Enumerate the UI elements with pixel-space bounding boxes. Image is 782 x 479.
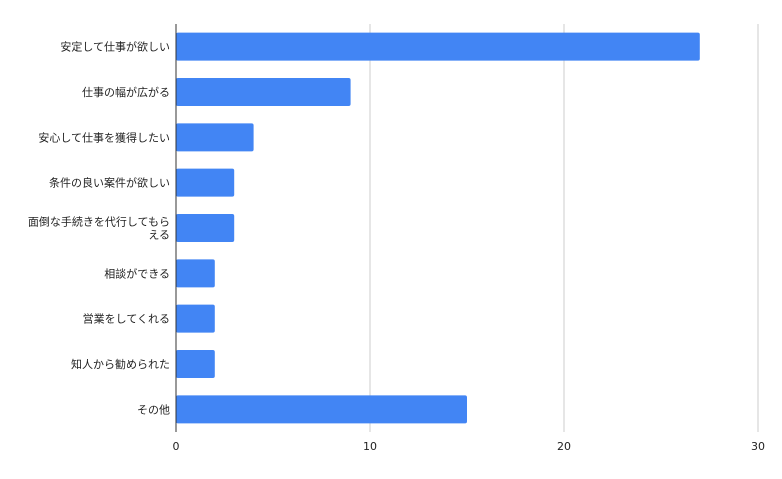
- gridlines: [369, 24, 759, 432]
- bar: [176, 168, 235, 197]
- category-label: 条件の良い案件が欲しい: [49, 176, 170, 190]
- bar: [176, 123, 254, 152]
- category-label: 安定して仕事が欲しい: [60, 40, 170, 54]
- x-tick-label: 0: [173, 440, 180, 453]
- bar: [176, 395, 467, 424]
- bar: [176, 214, 235, 242]
- category-label: 知人から勧められた: [71, 357, 170, 371]
- category-label: 仕事の幅が広がる: [82, 85, 170, 99]
- x-tick-labels: 0 10 20 30: [173, 440, 766, 453]
- bar: [176, 259, 215, 288]
- category-label: 安心して仕事を獲得したい: [38, 130, 170, 144]
- x-tick-label: 20: [557, 440, 571, 453]
- bar: [176, 350, 215, 378]
- bars: [176, 32, 700, 424]
- category-label: 相談ができる: [104, 266, 170, 280]
- bar: [176, 78, 351, 106]
- category-labels: 安定して仕事が欲しい仕事の幅が広がる安心して仕事を獲得したい条件の良い案件が欲し…: [28, 40, 170, 417]
- bar: [176, 304, 215, 333]
- category-label: 営業をしてくれる: [83, 312, 170, 326]
- bar: [176, 32, 700, 61]
- category-label: える: [148, 229, 170, 242]
- category-label: その他: [137, 403, 170, 416]
- x-tick-label: 10: [363, 440, 377, 453]
- x-tick-label: 30: [751, 440, 765, 453]
- category-label: 面倒な手続きを代行してもら: [28, 215, 170, 229]
